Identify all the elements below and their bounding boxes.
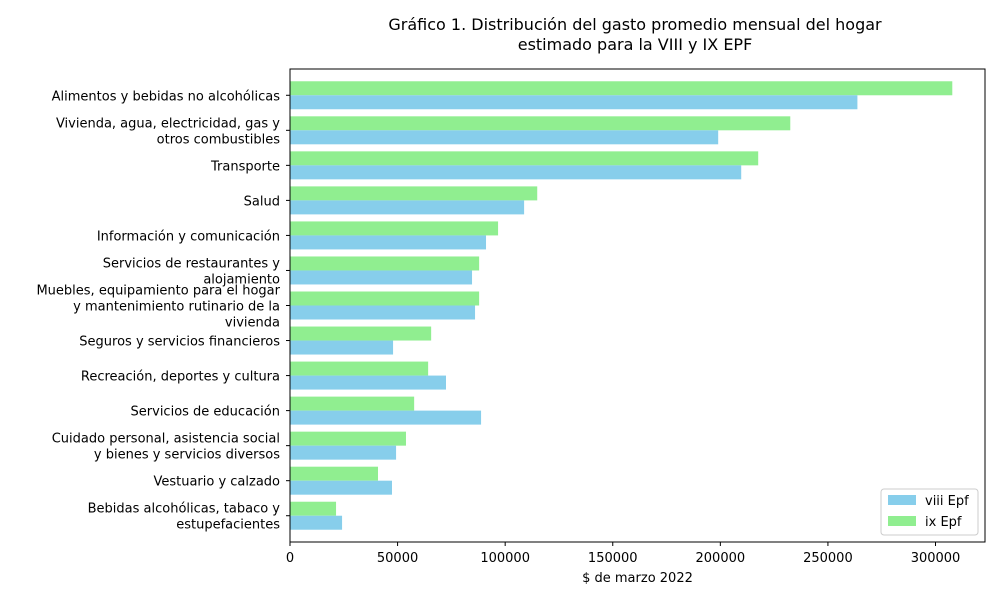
bar-ix-epf	[290, 186, 538, 201]
x-tick-label: 100000	[480, 551, 530, 566]
bar-viii-epf	[290, 445, 397, 460]
y-tick-label: Servicios de restaurantes y	[103, 256, 281, 271]
y-tick-label: Alimentos y bebidas no alcohólicas	[52, 89, 281, 104]
chart-title: Gráfico 1. Distribución del gasto promed…	[388, 15, 882, 34]
y-tick-label: estupefacientes	[176, 518, 280, 533]
bar-ix-epf	[290, 116, 791, 131]
x-tick-label: 200000	[696, 551, 746, 566]
bar-viii-epf	[290, 340, 394, 355]
bar-ix-epf	[290, 396, 415, 411]
plot-frame	[289, 68, 986, 543]
legend-label: ix Epf	[925, 515, 962, 530]
y-tick-label: Servicios de educación	[131, 405, 280, 420]
chart-title: estimado para la VIII y IX EPF	[518, 35, 753, 54]
bar-ix-epf	[290, 151, 759, 166]
y-tick-label: y bienes y servicios diversos	[94, 448, 280, 463]
legend-swatch	[888, 516, 916, 526]
x-tick-label: 250000	[803, 551, 853, 566]
y-tick-label: Información y comunicación	[97, 229, 280, 244]
x-tick-label: 300000	[911, 551, 961, 566]
y-tick-label: y mantenimiento rutinario de la	[73, 300, 280, 315]
y-tick-label: Vestuario y calzado	[153, 475, 280, 490]
bar-ix-epf	[290, 361, 429, 376]
bar-viii-epf	[290, 165, 742, 180]
y-tick-label: Salud	[244, 194, 280, 209]
x-tick-label: 0	[286, 551, 294, 566]
bar-viii-epf	[290, 410, 482, 425]
x-tick-label: 150000	[588, 551, 638, 566]
y-tick-label: otros combustibles	[157, 132, 281, 147]
bar-viii-epf	[290, 305, 476, 320]
bar-viii-epf	[290, 200, 525, 215]
bar-viii-epf	[290, 95, 858, 110]
bar-viii-epf	[290, 130, 719, 145]
y-tick-label: Transporte	[210, 159, 280, 174]
y-tick-label: Bebidas alcohólicas, tabaco y	[88, 502, 281, 517]
x-tick-label: 50000	[377, 551, 418, 566]
bar-ix-epf	[290, 256, 480, 271]
bar-ix-epf	[290, 326, 432, 341]
legend-swatch	[888, 495, 916, 505]
y-tick-label: Cuidado personal, asistencia social	[52, 432, 280, 447]
y-tick-label: Vivienda, agua, electricidad, gas y	[56, 116, 280, 131]
bar-ix-epf	[290, 466, 379, 481]
y-tick-label: Muebles, equipamiento para el hogar	[36, 284, 280, 299]
bar-ix-epf	[290, 221, 499, 236]
bar-ix-epf	[290, 501, 337, 516]
legend-label: viii Epf	[925, 494, 969, 509]
bar-ix-epf	[290, 81, 953, 96]
bar-viii-epf	[290, 480, 392, 495]
y-tick-label: Seguros y servicios financieros	[79, 335, 280, 350]
bar-viii-epf	[290, 375, 446, 390]
bar-viii-epf	[290, 235, 487, 250]
bar-viii-epf	[290, 515, 343, 530]
bar-ix-epf	[290, 431, 406, 446]
bar-ix-epf	[290, 291, 480, 306]
bar-viii-epf	[290, 270, 473, 285]
y-tick-label: vivienda	[225, 316, 280, 331]
y-tick-label: Recreación, deportes y cultura	[81, 370, 280, 385]
y-tick-label: alojamiento	[203, 272, 280, 287]
x-axis-label: $ de marzo 2022	[582, 571, 693, 586]
